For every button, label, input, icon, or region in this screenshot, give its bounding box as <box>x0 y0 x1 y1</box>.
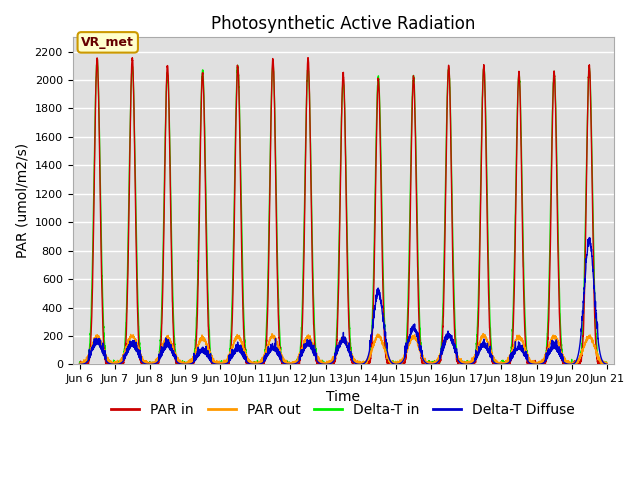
PAR in <box>602 361 610 367</box>
PAR out <box>492 357 499 363</box>
PAR in <box>461 361 469 367</box>
Delta-T in <box>603 361 611 367</box>
Delta-T Diffuse <box>461 361 469 367</box>
PAR in <box>433 361 440 367</box>
PAR in <box>492 360 499 366</box>
Delta-T Diffuse <box>491 360 499 366</box>
Delta-T Diffuse <box>586 235 593 240</box>
Delta-T Diffuse <box>170 354 178 360</box>
Delta-T in <box>602 361 610 367</box>
Delta-T in <box>433 360 440 366</box>
Line: PAR out: PAR out <box>79 334 607 364</box>
Line: Delta-T in: Delta-T in <box>79 59 607 364</box>
Delta-T Diffuse <box>432 360 440 366</box>
PAR out <box>603 361 611 367</box>
PAR out <box>602 361 610 367</box>
Delta-T in <box>171 336 179 342</box>
Line: Delta-T Diffuse: Delta-T Diffuse <box>79 238 607 364</box>
PAR out <box>461 361 469 367</box>
PAR in <box>603 361 611 367</box>
PAR out <box>479 331 487 336</box>
Delta-T in <box>76 360 83 366</box>
PAR in <box>76 361 83 367</box>
Delta-T in <box>324 360 332 366</box>
Line: PAR in: PAR in <box>79 58 607 364</box>
Text: VR_met: VR_met <box>81 36 134 49</box>
PAR out <box>432 359 440 365</box>
PAR in <box>324 361 332 367</box>
Delta-T in <box>76 361 84 367</box>
Delta-T in <box>461 361 469 367</box>
PAR in <box>171 348 179 354</box>
Delta-T Diffuse <box>76 361 83 367</box>
X-axis label: Time: Time <box>326 390 360 404</box>
Delta-T Diffuse <box>602 361 610 367</box>
PAR in <box>304 55 312 61</box>
Delta-T Diffuse <box>323 361 331 367</box>
PAR out <box>76 361 83 367</box>
PAR out <box>170 349 178 355</box>
Delta-T Diffuse <box>603 361 611 367</box>
PAR out <box>323 360 331 366</box>
Delta-T in <box>492 361 499 367</box>
Title: Photosynthetic Active Radiation: Photosynthetic Active Radiation <box>211 15 476 33</box>
Y-axis label: PAR (umol/m2/s): PAR (umol/m2/s) <box>15 144 29 258</box>
PAR in <box>76 361 84 367</box>
Delta-T in <box>93 56 101 62</box>
Legend: PAR in, PAR out, Delta-T in, Delta-T Diffuse: PAR in, PAR out, Delta-T in, Delta-T Dif… <box>106 398 580 423</box>
